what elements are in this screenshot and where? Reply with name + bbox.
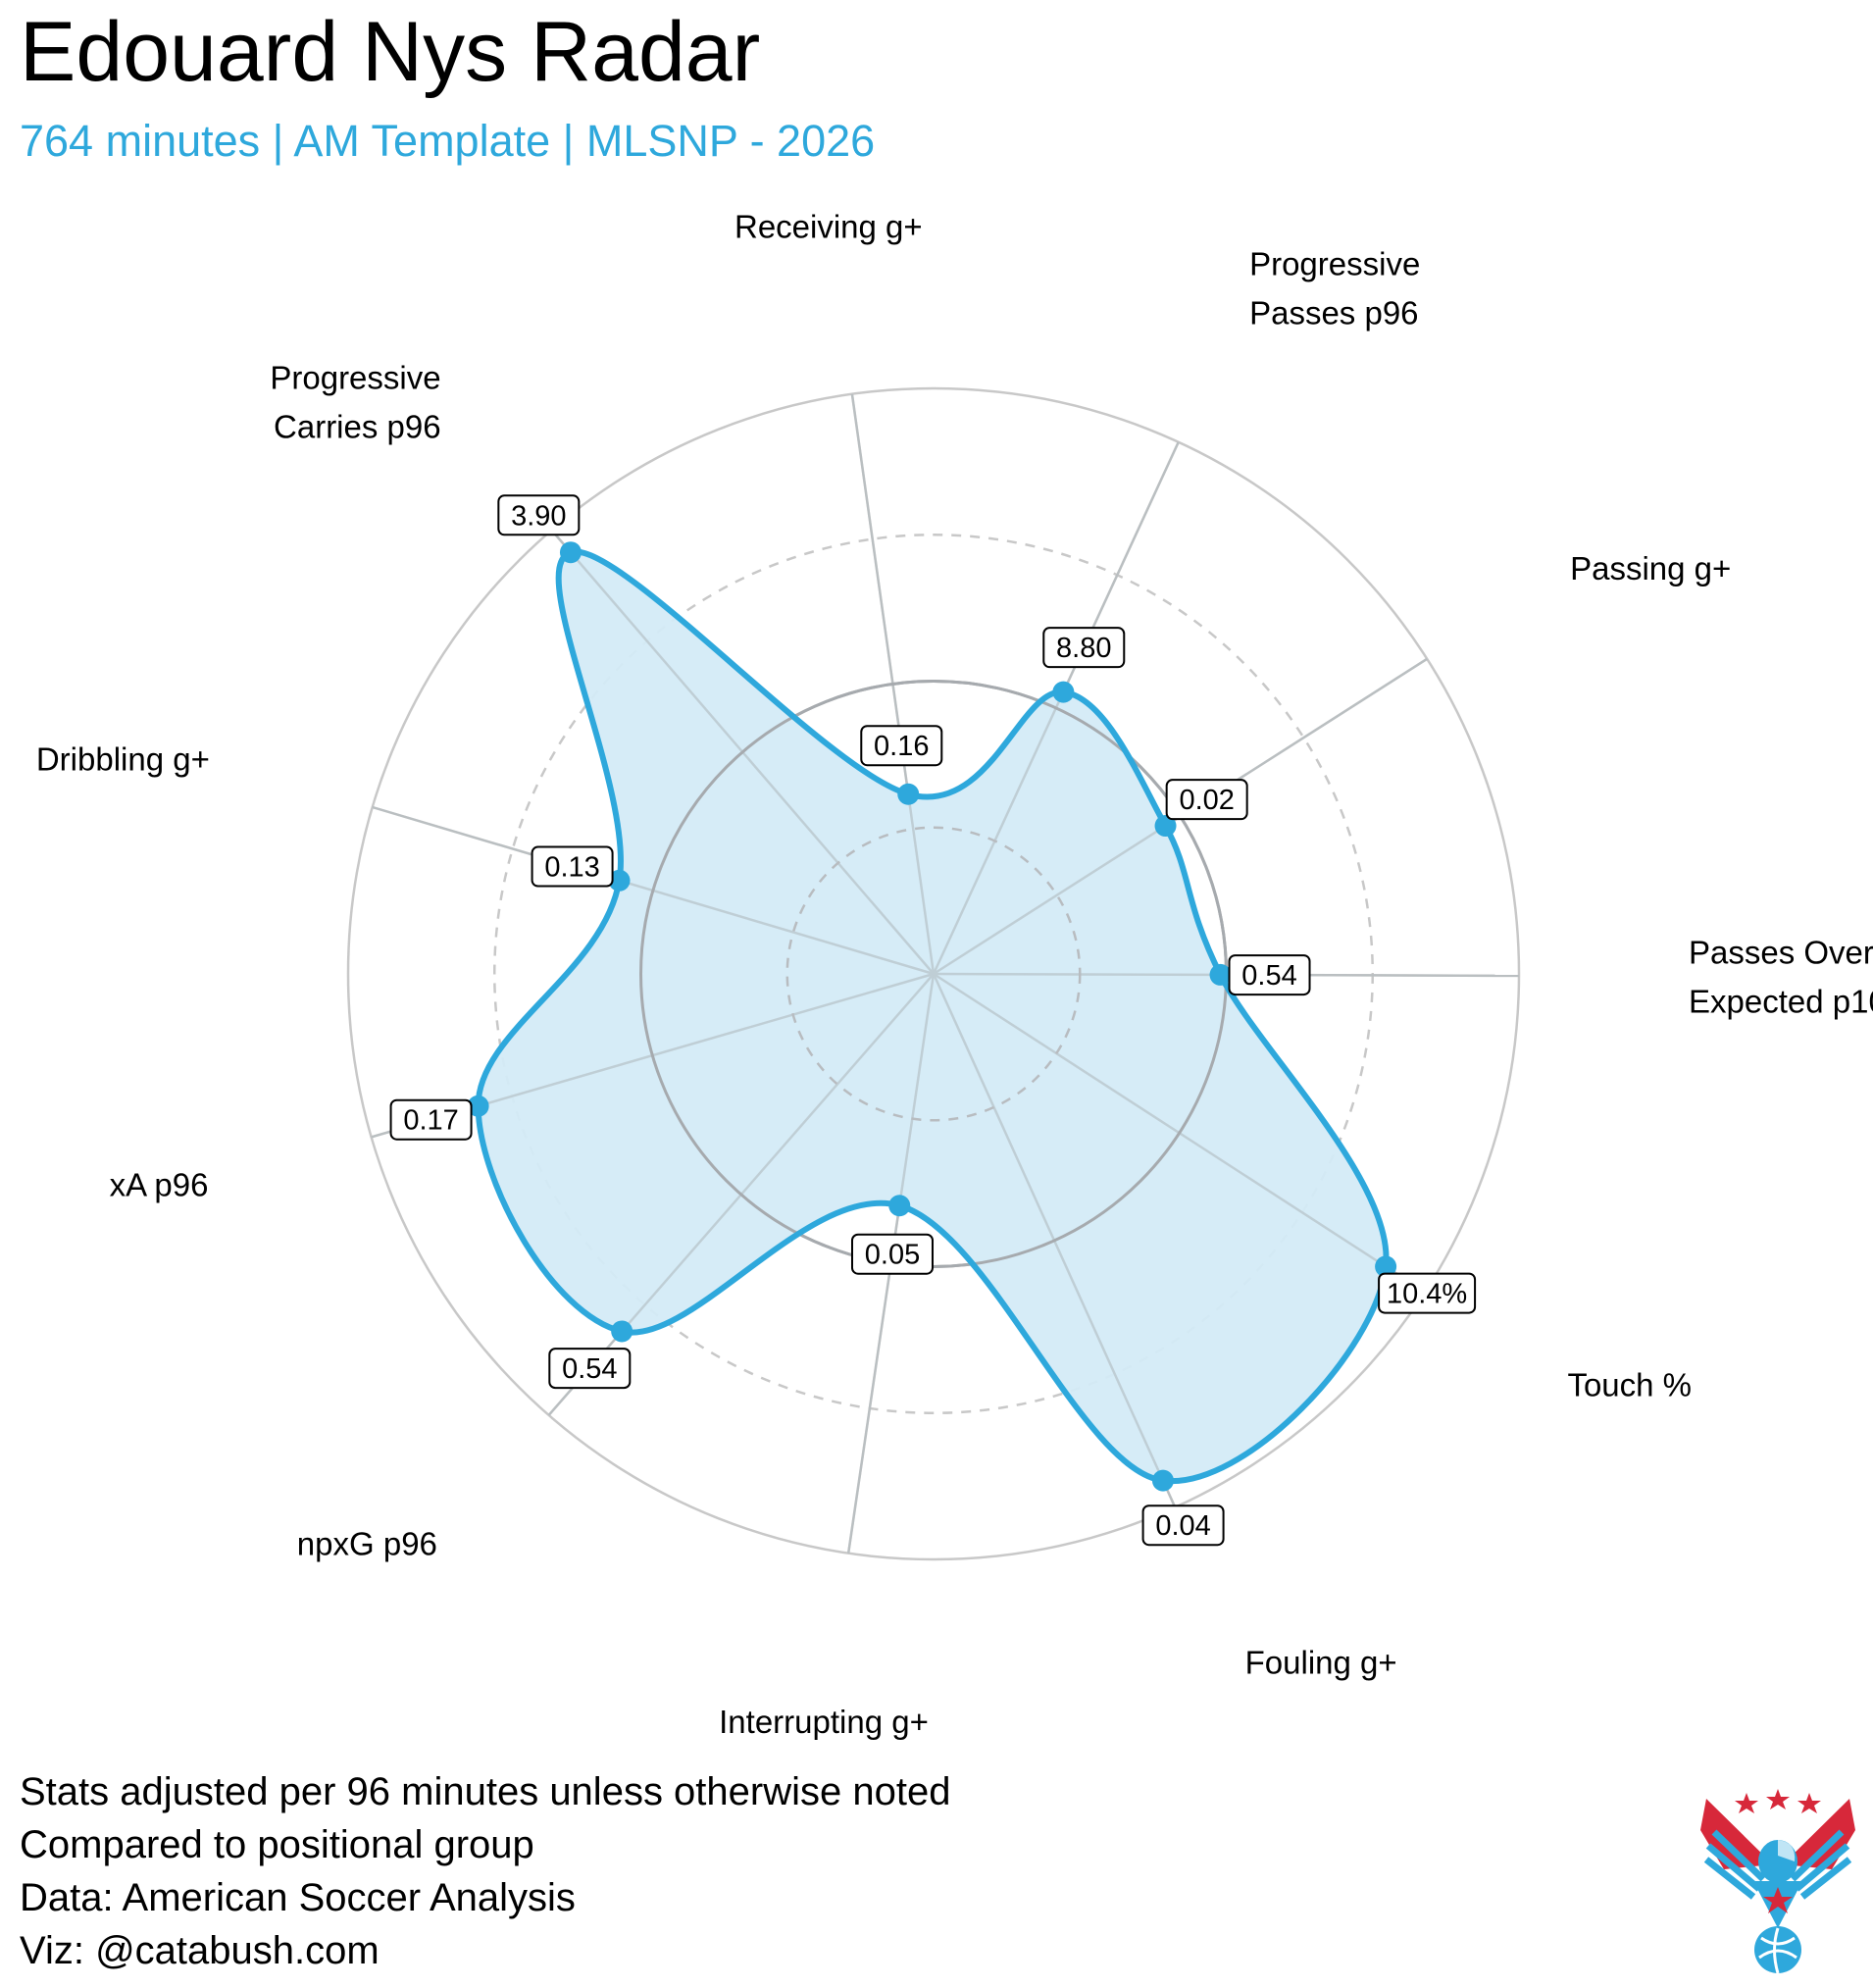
value-label-box [1141, 1504, 1225, 1547]
data-point [888, 1195, 911, 1217]
axis-label: Receiving g+ [734, 208, 923, 244]
axis-label-line: Touch % [1567, 1366, 1692, 1402]
axis-label-line: Interrupting g+ [719, 1704, 929, 1740]
value-label-text: 0.16 [874, 731, 929, 762]
axis-label: Fouling g+ [1245, 1644, 1397, 1680]
axis-label-line: Passing g+ [1570, 550, 1731, 586]
axis-label-line: Carries p96 [274, 408, 441, 444]
logo-left-wing [1700, 1799, 1773, 1900]
data-point [1151, 1469, 1174, 1492]
value-label-text: 3.90 [511, 500, 566, 532]
axis-label-line: Progressive [1249, 246, 1420, 282]
data-point [897, 783, 920, 805]
value-label: 10.4% [1378, 1272, 1477, 1314]
value-label-text: 0.02 [1179, 785, 1234, 816]
radar-ring-25-overlay [785, 826, 1082, 1122]
axis-label-line: Progressive [270, 359, 440, 395]
radar-ring-100 [346, 386, 1521, 1561]
data-point [608, 869, 631, 892]
data-point [1375, 1255, 1397, 1278]
value-label-box [531, 845, 614, 888]
value-label-box [860, 725, 943, 767]
value-label-box [1042, 627, 1126, 669]
logo-right-wing [1783, 1799, 1855, 1900]
radar-spokes-overlay [371, 393, 1520, 1554]
axis-label: npxG p96 [297, 1525, 437, 1561]
axis-label: Passing g+ [1570, 550, 1731, 586]
data-point [611, 1320, 633, 1343]
axis-label-line: Expected p100 [1689, 983, 1873, 1019]
data-point [467, 1095, 489, 1117]
data-point [559, 541, 582, 564]
footer-note-data-source: Data: American Soccer Analysis [20, 1876, 576, 1919]
footer-notes: Stats adjusted per 96 minutes unless oth… [20, 1765, 950, 1977]
value-label-text: 10.4% [1387, 1279, 1467, 1310]
axis-label: Progressive Passes p96 [1249, 246, 1420, 331]
value-label: 0.05 [850, 1233, 934, 1275]
footer-note-viz-credit: Viz: @catabush.com [20, 1929, 380, 1972]
value-label: 0.13 [531, 845, 614, 888]
axis-label: xA p96 [110, 1167, 209, 1203]
radar-area-fill [478, 551, 1387, 1482]
chart-title: Edouard Nys Radar [20, 5, 761, 99]
axis-label-line: Passes Over [1689, 934, 1873, 970]
value-label-box [850, 1233, 934, 1275]
value-label-box [1378, 1272, 1477, 1314]
logo-ball [1754, 1926, 1801, 1974]
value-label-text: 0.54 [562, 1353, 617, 1385]
value-label-text: 0.13 [544, 852, 599, 884]
radar-ring-75 [493, 534, 1374, 1414]
value-label: 0.16 [860, 725, 943, 767]
value-label-box [1165, 779, 1248, 821]
axis-label: Progressive Carries p96 [270, 359, 440, 444]
logo-eagle-body [1753, 1840, 1802, 1928]
chart-subtitle: 764 minutes | AM Template | MLSNP - 2026 [20, 116, 876, 166]
value-label-text: 8.80 [1056, 633, 1111, 664]
value-label: 3.90 [497, 494, 581, 536]
axis-label-line: Passes p96 [1249, 295, 1418, 331]
axis-label: Passes Over Expected p100 [1689, 934, 1873, 1019]
eagle-logo [1700, 1789, 1855, 1974]
value-label-box [497, 494, 581, 536]
footer-note-compared: Compared to positional group [20, 1823, 534, 1866]
data-point [1209, 963, 1232, 986]
value-label-text: 0.04 [1155, 1510, 1210, 1542]
axis-label-line: Receiving g+ [734, 208, 923, 244]
value-label-box [389, 1098, 473, 1141]
value-label: 0.17 [389, 1098, 473, 1141]
value-label: 0.02 [1165, 779, 1248, 821]
data-point [1052, 681, 1075, 703]
value-label: 8.80 [1042, 627, 1126, 669]
footer-note-adjusted: Stats adjusted per 96 minutes unless oth… [20, 1770, 951, 1813]
axis-label: Dribbling g+ [36, 741, 210, 778]
value-label: 0.54 [548, 1348, 632, 1390]
axis-label-line: npxG p96 [297, 1525, 437, 1561]
axis-label: Interrupting g+ [719, 1704, 929, 1740]
axis-label: Touch % [1567, 1366, 1692, 1402]
value-label-box [548, 1348, 632, 1390]
value-label-text: 0.05 [865, 1240, 920, 1271]
axis-label-line: Fouling g+ [1245, 1644, 1397, 1680]
value-label-text: 0.54 [1241, 960, 1296, 992]
value-label-text: 0.17 [403, 1105, 458, 1137]
value-label-box [1228, 954, 1311, 996]
data-point [1154, 815, 1177, 838]
value-label: 0.04 [1141, 1504, 1225, 1547]
value-label: 0.54 [1228, 954, 1311, 996]
logo-stars [1735, 1789, 1821, 1813]
radar-series-line [475, 548, 1390, 1485]
axis-label-line: Dribbling g+ [36, 741, 210, 778]
axis-label-line: xA p96 [110, 1167, 209, 1203]
